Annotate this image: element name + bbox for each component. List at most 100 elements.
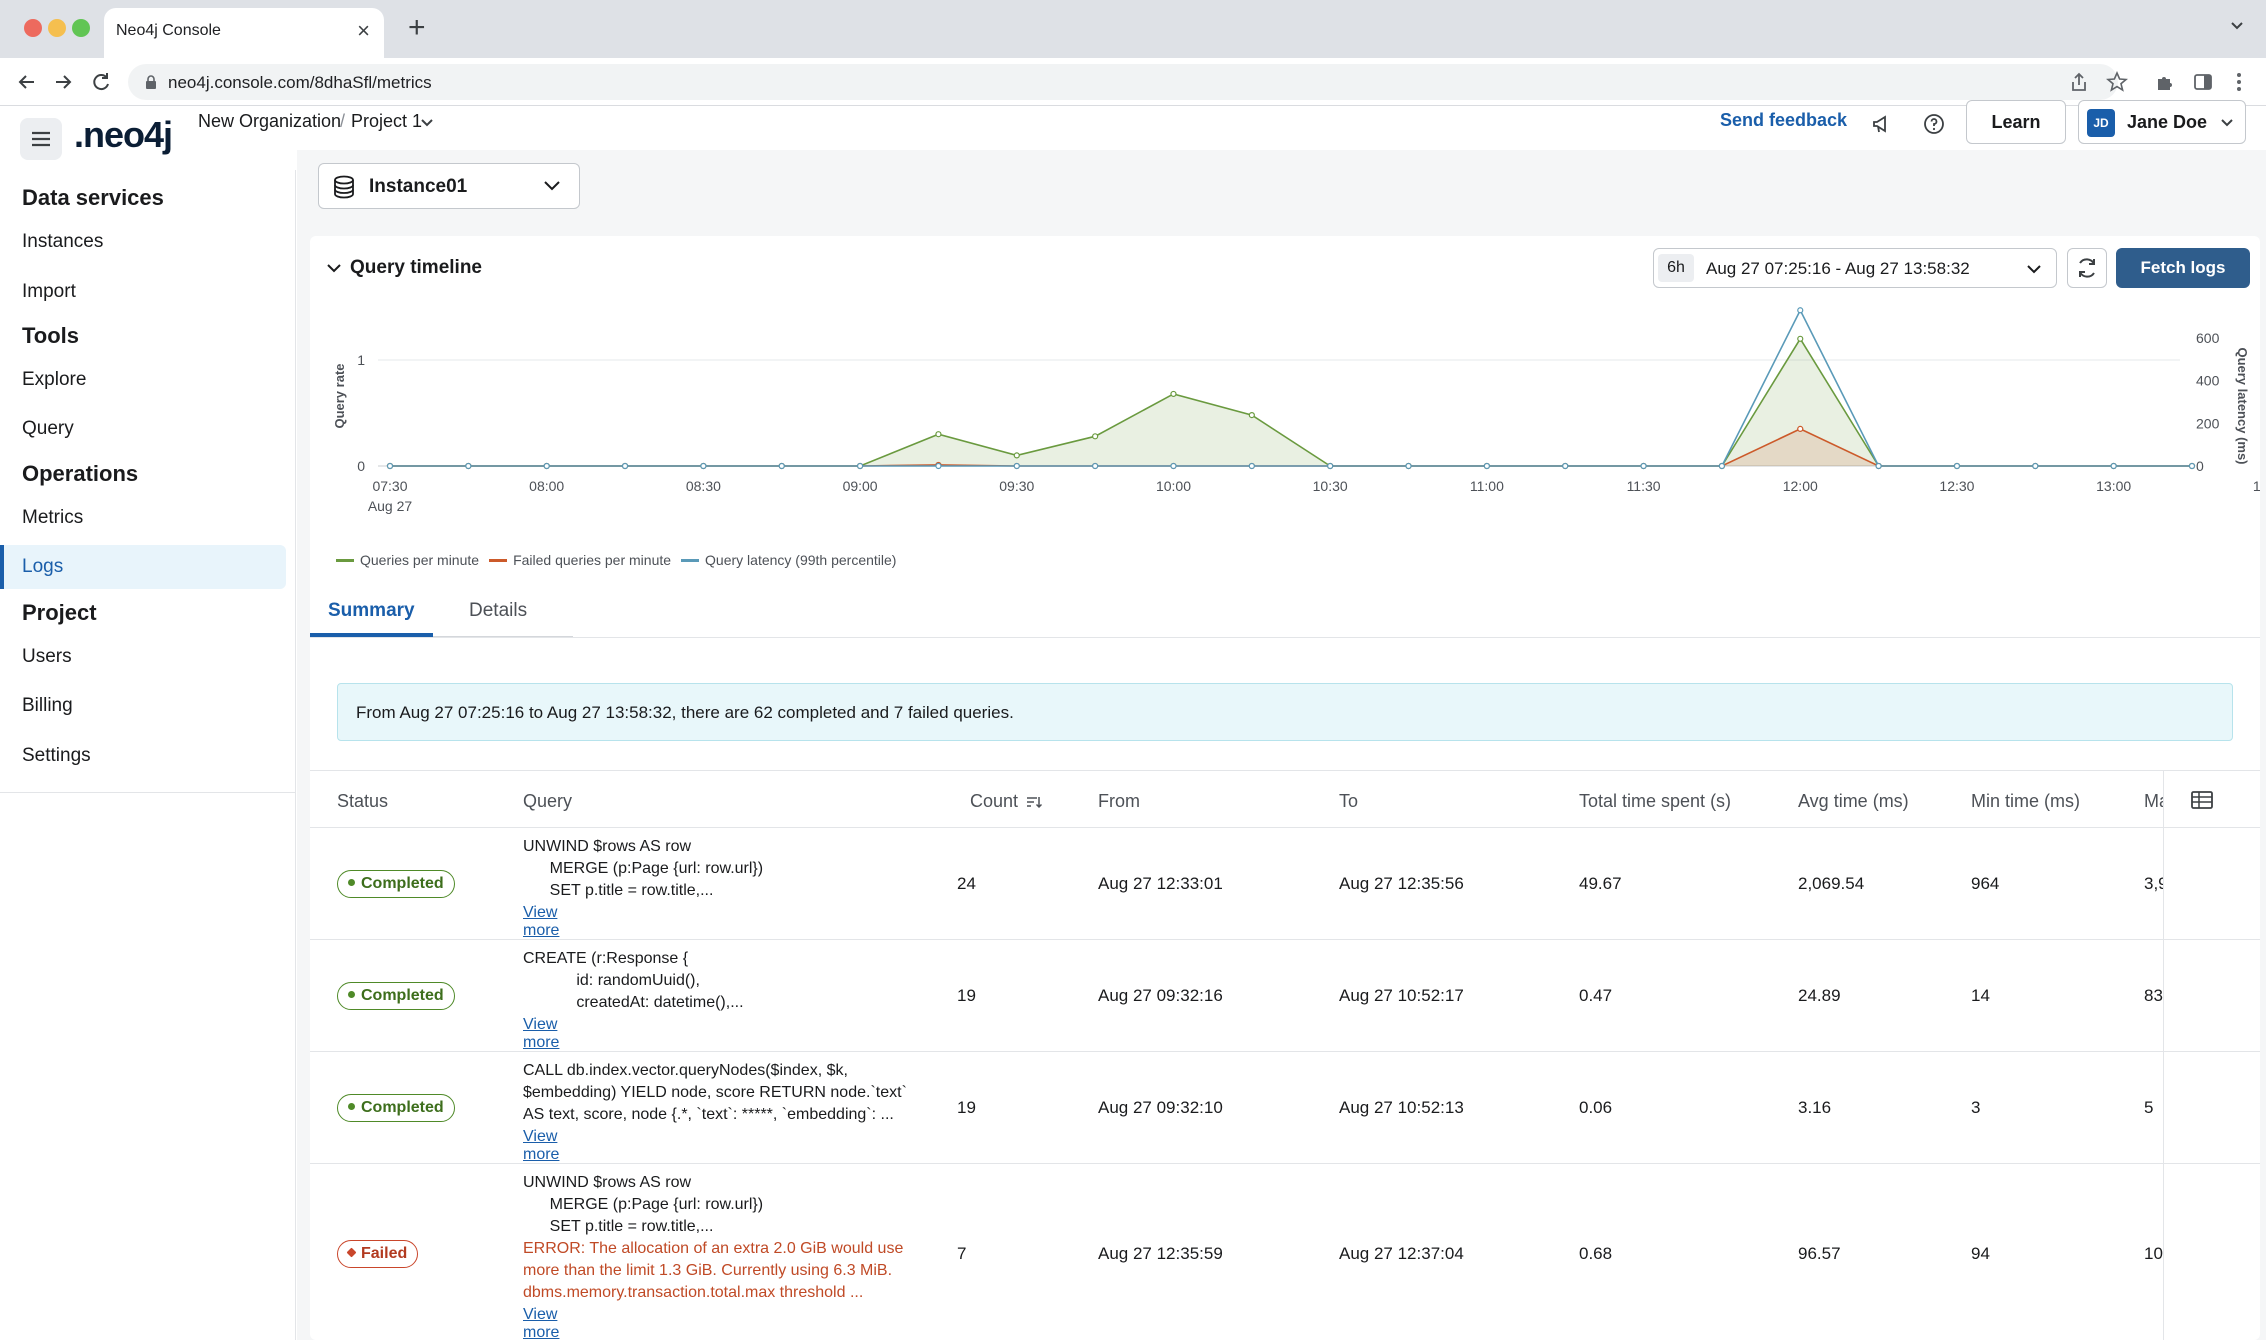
status-dot-icon [348,879,355,887]
user-menu-button[interactable]: JD Jane Doe [2078,100,2246,144]
sidebar-item-logs[interactable]: Logs [0,545,286,589]
collapse-chevron-icon[interactable] [326,262,342,274]
cell-count: 19 [957,1098,976,1117]
sidebar-item-import[interactable]: Import [0,270,286,314]
sidebar-item-metrics[interactable]: Metrics [0,496,286,540]
sidebar-item-query[interactable]: Query [0,407,286,451]
sidebar-item-settings[interactable]: Settings [0,734,286,778]
fetch-logs-button[interactable]: Fetch logs [2116,248,2250,288]
status-badge: Completed [337,870,455,898]
instance-chevron-down-icon [544,181,560,191]
column-header-from[interactable]: From [1098,791,1140,811]
hamburger-menu-button[interactable] [20,118,62,160]
breadcrumb-organization[interactable]: New Organization [198,111,342,131]
range-duration-badge: 6h [1658,254,1694,282]
tab-search-chevron-icon[interactable] [2230,18,2244,32]
view-more-link[interactable]: View more [523,1306,560,1340]
column-header-query[interactable]: Query [523,791,573,811]
data-point [1483,462,1490,470]
column-settings-icon[interactable] [2190,789,2214,811]
query-line: MERGE (p:Page {url: row.url}) [523,1196,764,1213]
x-tick-label: 12:00 [1783,478,1818,494]
cell-from: Aug 27 09:32:10 [1098,1098,1223,1117]
project-chevron-down-icon[interactable] [420,117,434,129]
column-header-min-time[interactable]: Min time (ms) [1971,791,2080,811]
sort-icon[interactable] [1026,795,1042,809]
query-line: SET p.title = row.title,... [523,1218,714,1235]
table-row[interactable]: Failed UNWIND $rows AS row MERGE (p:Page … [310,1164,2260,1340]
time-range-selector[interactable]: 6h Aug 27 07:25:16 - Aug 27 13:58:32 [1653,248,2057,288]
extensions-puzzle-icon[interactable] [2154,71,2176,93]
breadcrumb-project[interactable]: Project 1 [351,111,423,131]
minimize-window-icon[interactable] [48,19,66,37]
reload-icon[interactable] [88,69,114,95]
forward-arrow-icon[interactable] [50,69,76,95]
send-feedback-link[interactable]: Send feedback [1720,110,1848,130]
column-header-avg-time[interactable]: Avg time (ms) [1798,791,1909,811]
maximize-window-icon[interactable] [72,19,90,37]
cell-max: 83 [2144,986,2163,1005]
lock-icon [146,75,156,89]
close-tab-icon[interactable]: × [357,18,370,43]
table-row[interactable]: Completed CREATE (r:Response { id: random… [310,940,2260,1052]
column-header-count[interactable]: Count [970,791,1019,811]
new-tab-icon[interactable]: + [408,11,426,44]
learn-button[interactable]: Learn [1966,100,2066,144]
instance-selector[interactable]: Instance01 [318,163,580,209]
data-point [1013,452,1020,459]
query-timeline-title[interactable]: Query timeline [350,257,482,278]
data-point [1718,462,1726,470]
side-panel-icon[interactable] [2192,71,2214,93]
column-header-to[interactable]: To [1339,791,1359,811]
url-bar[interactable]: neo4j.console.com/8dhaSfl/metrics [128,64,2118,100]
column-header-status[interactable]: Status [337,791,389,811]
column-header-max-time[interactable]: Ma [2144,791,2163,811]
megaphone-icon[interactable] [1870,112,1894,136]
view-more-link[interactable]: View more [523,904,560,939]
help-icon[interactable] [1922,112,1946,136]
data-point [2110,462,2117,470]
tab-summary[interactable]: Summary [328,600,415,621]
sidebar-item-instances[interactable]: Instances [0,220,286,264]
sidebar-divider [0,792,296,793]
sidebar: Data services Instances Import Tools Exp… [0,170,296,1340]
summary-text: From Aug 27 07:25:16 to Aug 27 13:58:32,… [356,703,1014,722]
sidebar-item-billing[interactable]: Billing [0,684,286,728]
column-divider [2163,940,2164,1052]
logs-tabs: Summary Details [310,580,2260,638]
x-tick-label: 09:30 [999,478,1034,494]
query-error-line: more than the limit 1.3 GiB. Currently u… [523,1262,893,1279]
tab-details[interactable]: Details [469,600,528,621]
y-tick-label: 0 [357,458,365,474]
neo4j-logo[interactable]: .neo4j [74,114,173,155]
y2-axis-title: Query latency (ms) [2235,347,2250,464]
view-more-link[interactable]: View more [523,1016,560,1051]
instance-name: Instance01 [369,176,468,197]
hamburger-icon [32,131,50,147]
query-line: $embedding) YIELD node, score RETURN nod… [523,1084,907,1101]
browser-tab[interactable]: Neo4j Console × [104,8,384,58]
view-more-link[interactable]: View more [523,1128,560,1163]
status-dot-icon [346,1247,357,1258]
column-header-total-time[interactable]: Total time spent (s) [1579,791,1732,811]
x-tick-label: 11:30 [1627,478,1661,494]
sidebar-section-tools: Tools [22,323,80,348]
sidebar-item-explore[interactable]: Explore [0,358,286,402]
browser-menu-icon[interactable] [2228,71,2250,93]
data-point [1248,462,1255,470]
data-point [386,462,394,470]
refresh-button[interactable] [2067,248,2107,288]
sidebar-item-label: Query [22,418,74,439]
cell-from: Aug 27 12:35:59 [1098,1244,1223,1263]
sidebar-item-users[interactable]: Users [0,635,286,679]
close-window-icon[interactable] [24,19,42,37]
series-area [390,338,2192,466]
table-row[interactable]: Completed CALL db.index.vector.queryNodes… [310,1052,2260,1164]
table-row[interactable]: Completed UNWIND $rows AS row MERGE (p:Pa… [310,828,2260,940]
cell-to: Aug 27 10:52:13 [1339,1098,1464,1117]
bookmark-star-icon[interactable] [2106,71,2128,93]
back-arrow-icon[interactable] [14,69,40,95]
sidebar-item-label: Logs [22,556,64,577]
share-icon[interactable] [2068,71,2090,93]
x-tick-label: 10:30 [1313,478,1348,494]
